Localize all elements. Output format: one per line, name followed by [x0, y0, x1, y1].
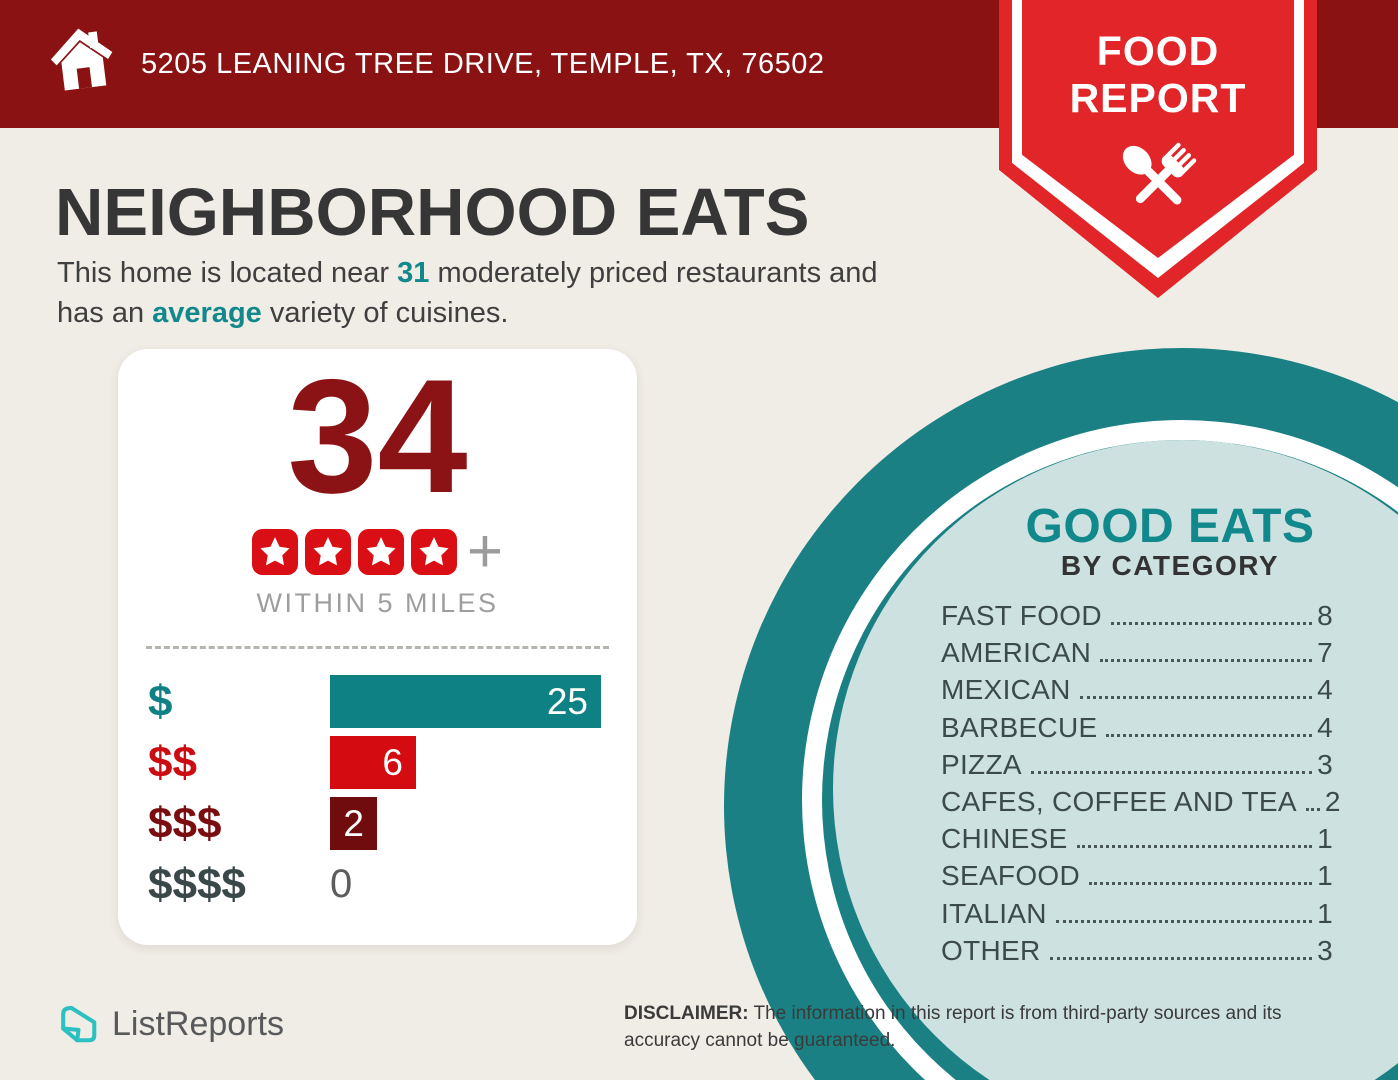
dot-leader: [1106, 733, 1313, 737]
dot-leader: [1100, 659, 1313, 663]
dot-leader: [1305, 807, 1320, 811]
crossed-spoon-fork-icon: [1105, 132, 1211, 230]
dashed-divider: [146, 646, 609, 649]
star-icon: [357, 529, 404, 575]
category-row: SEAFOOD 1: [941, 860, 1333, 897]
total-restaurant-count: 34: [287, 346, 468, 527]
listreports-logo: ListReports: [56, 1001, 284, 1048]
price-tier-row: $25: [148, 671, 637, 732]
category-count: 4: [1317, 674, 1333, 706]
dot-leader: [1030, 770, 1313, 774]
category-count: 3: [1317, 934, 1333, 966]
category-count: 1: [1317, 823, 1333, 855]
price-tier-row: $$$$ 0: [148, 854, 637, 915]
category-count: 7: [1317, 637, 1333, 669]
intro-seg1: This home is located near: [57, 257, 398, 289]
star-icon: [304, 529, 351, 575]
price-tier-bar: 25: [330, 675, 601, 728]
plus-sign: +: [466, 517, 504, 586]
disclaimer-label: DISCLAIMER:: [624, 1003, 749, 1024]
dot-leader: [1076, 845, 1313, 849]
dot-leader: [1089, 882, 1313, 886]
good-eats-subtitle: BY CATEGORY: [1060, 550, 1280, 581]
disclaimer-line2: accuracy cannot be guaranteed.: [624, 1030, 896, 1051]
variety-highlight: average: [152, 297, 262, 329]
star-rating: [251, 529, 457, 575]
price-tier-zero-value: 0: [330, 862, 353, 906]
category-label: OTHER: [941, 934, 1041, 966]
category-row: OTHER 3: [941, 935, 1333, 972]
category-row: PIZZA 3: [941, 749, 1333, 786]
disclaimer-line1: The information in this report is from t…: [753, 1003, 1282, 1024]
category-row: ITALIAN 1: [941, 898, 1333, 935]
category-count: 2: [1324, 785, 1341, 817]
price-tier-label: $$$$: [148, 859, 246, 909]
star-icon: [251, 529, 298, 575]
category-label: PIZZA: [941, 748, 1022, 780]
dot-leader: [1079, 696, 1313, 700]
category-count: 1: [1317, 860, 1333, 892]
intro-seg4: variety of cuisines.: [261, 297, 509, 329]
restaurant-stats-card: 34 + WITHIN 5 MILES $25 $$ 6 $$$ 2 $$$$ 0: [118, 349, 637, 945]
category-row: FAST FOOD 8: [941, 600, 1333, 637]
category-row: MEXICAN 4: [941, 674, 1333, 711]
dot-leader: [1049, 956, 1313, 960]
category-label: BARBECUE: [941, 711, 1098, 743]
intro-seg3: has an: [57, 297, 153, 329]
food-report-ribbon: FOOD REPORT: [999, 0, 1317, 298]
good-eats-title: GOOD EATS: [1025, 500, 1315, 553]
home-icon: [42, 20, 122, 98]
category-count: 8: [1317, 600, 1333, 631]
price-tier-label: $$$: [148, 798, 222, 848]
category-label: FAST FOOD: [941, 600, 1102, 631]
price-bar-chart: $25 $$ 6 $$$ 2 $$$$ 0: [148, 671, 637, 915]
radius-label: WITHIN 5 MILES: [256, 588, 499, 618]
intro-text: This home is located near 31 moderately …: [57, 253, 878, 333]
category-label: CHINESE: [941, 823, 1068, 855]
disclaimer: DISCLAIMER: The information in this repo…: [624, 1000, 1374, 1054]
category-row: CHINESE 1: [941, 823, 1333, 860]
category-label: AMERICAN: [941, 637, 1092, 669]
page-title: NEIGHBORHOOD EATS: [55, 175, 810, 250]
category-label: MEXICAN: [941, 674, 1071, 706]
listreports-house-icon: [56, 1001, 101, 1048]
dot-leader: [1110, 622, 1313, 625]
price-tier-label: $$: [148, 737, 197, 787]
star-icon: [410, 529, 457, 575]
ribbon-title-line1: FOOD: [1096, 28, 1220, 74]
listreports-logo-text: ListReports: [112, 1005, 284, 1043]
category-count: 1: [1317, 897, 1333, 929]
category-row: CAFES, COFFEE AND TEA 2: [941, 785, 1340, 823]
category-label: SEAFOOD: [941, 860, 1081, 892]
restaurant-count: 31: [397, 257, 430, 289]
intro-seg2: moderately priced restaurants and: [429, 257, 878, 289]
category-count: 4: [1317, 711, 1333, 743]
price-tier-row: $$$ 2: [148, 793, 637, 854]
ribbon-title-line2: REPORT: [1069, 75, 1247, 121]
category-count: 3: [1317, 748, 1333, 780]
star-rating-row: +: [118, 517, 637, 586]
category-label: CAFES, COFFEE AND TEA: [941, 785, 1297, 817]
category-list: FAST FOOD 8 AMERICAN 7 MEXICAN 4 BARBECUE 4 PIZZ…: [941, 600, 1340, 972]
category-row: BARBECUE 4: [941, 712, 1333, 749]
ribbon-title: FOOD REPORT: [999, 28, 1317, 122]
price-tier-label: $: [148, 676, 173, 726]
category-label: ITALIAN: [941, 897, 1047, 929]
property-address: 5205 LEANING TREE DRIVE, TEMPLE, TX, 765…: [141, 47, 825, 80]
price-tier-row: $$ 6: [148, 732, 637, 793]
dot-leader: [1055, 919, 1313, 923]
price-tier-bar: 2: [330, 797, 377, 850]
category-row: AMERICAN 7: [941, 637, 1333, 674]
price-tier-bar: 6: [330, 736, 416, 789]
